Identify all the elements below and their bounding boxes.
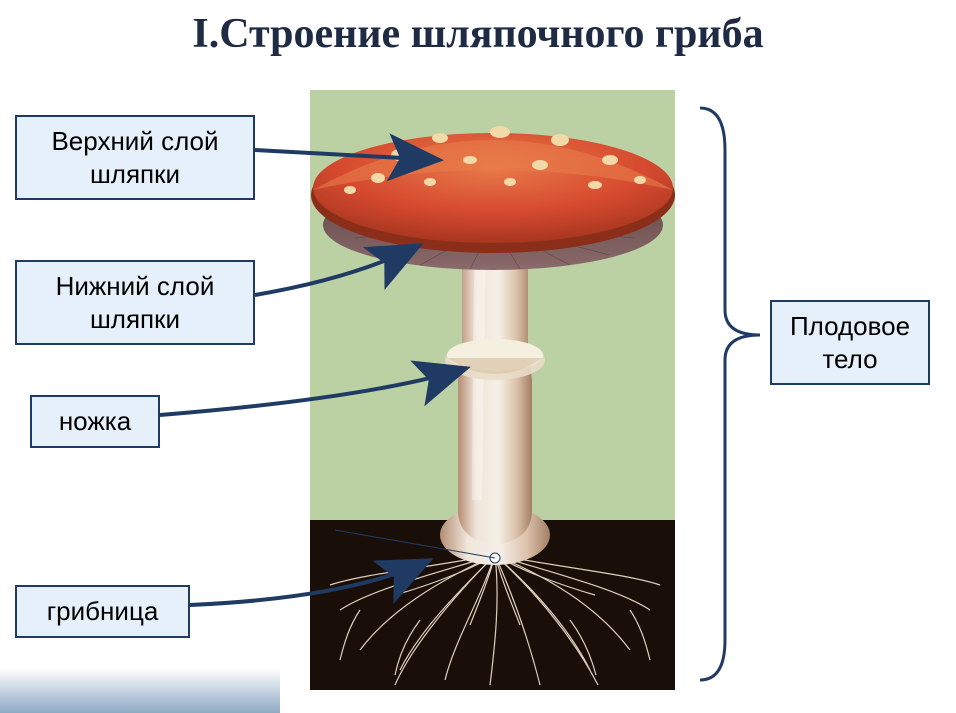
label-upper-cap: Верхний слой шляпки xyxy=(15,115,255,200)
label-lower-cap: Нижний слой шляпки xyxy=(15,260,255,345)
fruit-body-bracket xyxy=(700,108,760,680)
decorative-gradient xyxy=(0,668,280,713)
label-mycelium: грибница xyxy=(15,585,190,638)
label-fruit-body: Плодовое тело xyxy=(770,300,930,385)
soil-region xyxy=(310,520,675,690)
diagram-panel xyxy=(310,90,675,690)
page-title: I.Строение шляпочного гриба xyxy=(0,10,956,58)
label-stalk: ножка xyxy=(30,395,160,448)
